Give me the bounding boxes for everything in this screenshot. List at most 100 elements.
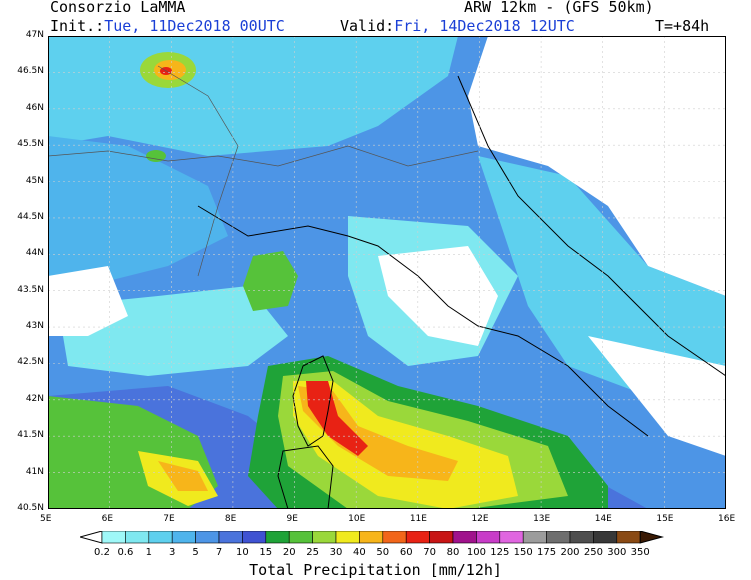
precip-band-west <box>48 136 228 286</box>
lon-tick-label: 5E <box>40 514 52 524</box>
valid-line: Valid:Fri, 14Dec2018 12UTC <box>340 17 575 35</box>
colorbar-swatch <box>522 531 547 544</box>
colorbar-level-label: 70 <box>423 547 436 558</box>
colorbar-level-label: 40 <box>353 547 366 558</box>
colorbar-level-label: 0.6 <box>117 547 133 558</box>
colorbar-swatch <box>265 531 290 544</box>
precipitation-colorbar: 0.2 0.6 1 3 5 7 10 15 20 25 30 40 50 60 70 80 100 125 150 1… <box>80 531 665 558</box>
dry-area-northeast <box>468 36 726 296</box>
lon-tick-label: 8E <box>224 514 237 524</box>
colorbar-level-label: 200 <box>560 547 579 558</box>
colorbar-level-label: 5 <box>192 547 198 558</box>
colorbar-level-label: 175 <box>537 547 556 558</box>
colorbar-swatch <box>569 531 594 544</box>
init-line: Init.:Tue, 11Dec2018 00UTC <box>50 17 285 35</box>
colorbar-swatch <box>546 531 571 544</box>
lat-tick-label: 42.5N <box>17 357 44 368</box>
init-label: Init.: <box>50 17 105 35</box>
lon-tick-label: 16E <box>718 514 736 524</box>
colorbar-swatch <box>382 531 407 544</box>
colorbar-swatch <box>288 531 313 544</box>
lat-tick-label: 44.5N <box>17 211 44 222</box>
colorbar-level-label: 0.2 <box>94 547 110 558</box>
lat-tick-label: 41.5N <box>17 430 44 441</box>
colorbar-level-label: 80 <box>447 547 460 558</box>
coastline-sardinia <box>277 445 334 509</box>
colorbar-level-label: 350 <box>631 547 650 558</box>
valid-value: Fri, 14Dec2018 12UTC <box>394 17 575 35</box>
colorbar-level-label: 20 <box>283 547 296 558</box>
map-grid <box>48 36 726 509</box>
colorbar-level-label: 100 <box>467 547 486 558</box>
lat-tick-label: 46N <box>25 102 44 113</box>
colorbar-level-label: 1 <box>146 547 152 558</box>
colorbar-swatch <box>242 531 267 544</box>
border-france-italy <box>157 65 239 277</box>
colorbar-title: Total Precipitation [mm/12h] <box>249 561 502 579</box>
colorbar-level-label: 10 <box>236 547 249 558</box>
coastline-adriatic <box>457 75 726 377</box>
init-value: Tue, 11Dec2018 00UTC <box>104 17 285 35</box>
colorbar-swatch <box>101 531 126 544</box>
dry-area-southeast <box>588 336 726 456</box>
lat-tick-label: 41N <box>25 466 44 477</box>
lon-tick-label: 13E <box>533 514 551 524</box>
lon-tick-label: 12E <box>471 514 489 524</box>
lat-tick-label: 45N <box>25 175 44 186</box>
lat-tick-label: 43.5N <box>17 284 44 295</box>
lat-tick-label: 47N <box>25 30 44 40</box>
colorbar-swatch <box>125 531 150 544</box>
colorbar-level-label: 15 <box>259 547 272 558</box>
lon-tick-label: 11E <box>409 514 427 524</box>
colorbar-level-label: 150 <box>514 547 533 558</box>
map-border <box>48 36 726 509</box>
colorbar-swatch <box>405 531 430 544</box>
lead-time: T=+84h <box>655 17 710 35</box>
lon-tick-label: 14E <box>594 514 612 524</box>
colorbar-swatch <box>335 531 360 544</box>
lon-tick-label: 6E <box>101 514 114 524</box>
national-border <box>48 145 479 167</box>
map-canvas <box>48 36 726 509</box>
colorbar-level-label: 25 <box>306 547 319 558</box>
colorbar-swatch <box>312 531 337 544</box>
lat-tick-label: 44N <box>25 248 44 259</box>
colorbar-level-label: 3 <box>169 547 175 558</box>
precip-ligurian-cell <box>243 251 298 311</box>
lon-tick-label: 7E <box>163 514 175 524</box>
colorbar-swatch <box>148 531 173 544</box>
colorbar-arrow-right <box>639 531 665 544</box>
lat-tick-label: 42N <box>25 393 44 404</box>
colorbar-swatch <box>476 531 501 544</box>
precip-band-adriatic <box>478 156 726 416</box>
precipitation-map <box>48 36 726 509</box>
precip-small-cell <box>146 150 166 162</box>
colorbar-swatch <box>616 531 641 544</box>
colorbar-swatch <box>429 531 454 544</box>
colorbar-level-label: 125 <box>490 547 509 558</box>
lat-tick-label: 43N <box>25 321 44 332</box>
colorbar-swatch <box>499 531 524 544</box>
lon-tick-label: 9E <box>286 514 298 524</box>
colorbar-swatch <box>593 531 618 544</box>
colorbar-level-label: 7 <box>216 547 222 558</box>
colorbar-swatch <box>218 531 243 544</box>
colorbar-swatch <box>195 531 220 544</box>
colorbar-level-label: 50 <box>376 547 389 558</box>
colorbar-level-label: 30 <box>330 547 343 558</box>
valid-label: Valid: <box>340 17 395 35</box>
colorbar-swatch <box>359 531 384 544</box>
lon-tick-label: 15E <box>656 514 674 524</box>
precip-sardinia-west-orange <box>158 461 208 491</box>
colorbar-level-label: 250 <box>584 547 603 558</box>
colorbar-level-label: 60 <box>400 547 413 558</box>
precip-max-red <box>306 381 368 456</box>
lon-tick-label: 10E <box>348 514 366 524</box>
lat-tick-label: 40.5N <box>17 503 44 513</box>
lat-tick-label: 46.5N <box>17 66 44 77</box>
org-title: Consorzio LaMMA <box>50 0 186 16</box>
colorbar-arrow-left <box>80 531 103 544</box>
model-title: ARW 12km - (GFS 50km) <box>464 0 654 16</box>
dry-area-west <box>48 266 128 336</box>
colorbar-swatch <box>452 531 477 544</box>
